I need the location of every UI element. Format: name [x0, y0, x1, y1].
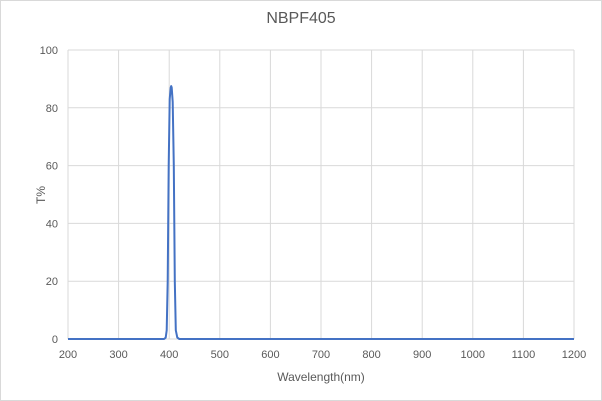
x-tick-label: 500 [211, 349, 229, 361]
x-tick-label: 1100 [512, 349, 536, 361]
y-tick-label: 40 [46, 218, 58, 230]
y-tick-label: 80 [46, 103, 58, 115]
x-axis-ticks: 200 300 400 500 600 700 800 900 1000 1100 1200 [59, 349, 586, 361]
x-tick-label: 1200 [562, 349, 586, 361]
x-tick-label: 800 [362, 349, 380, 361]
x-tick-label: 700 [312, 349, 330, 361]
x-tick-label: 400 [160, 349, 178, 361]
x-tick-label: 900 [413, 349, 431, 361]
chart-title: NBPF405 [266, 10, 336, 27]
gridlines [67, 49, 575, 340]
x-axis-label: Wavelength(nm) [277, 370, 365, 384]
y-tick-label: 20 [46, 276, 58, 288]
x-tick-label: 600 [261, 349, 279, 361]
transmission-curve [68, 85, 574, 340]
x-tick-label: 1000 [461, 349, 485, 361]
y-tick-label: 60 [46, 161, 58, 173]
y-tick-label: 0 [52, 334, 58, 346]
x-tick-label: 300 [109, 349, 127, 361]
y-axis-label: T% [34, 186, 48, 204]
y-tick-label: 100 [40, 45, 58, 57]
y-axis-ticks: 0 20 40 60 80 100 [40, 45, 58, 346]
x-tick-label: 200 [59, 349, 77, 361]
